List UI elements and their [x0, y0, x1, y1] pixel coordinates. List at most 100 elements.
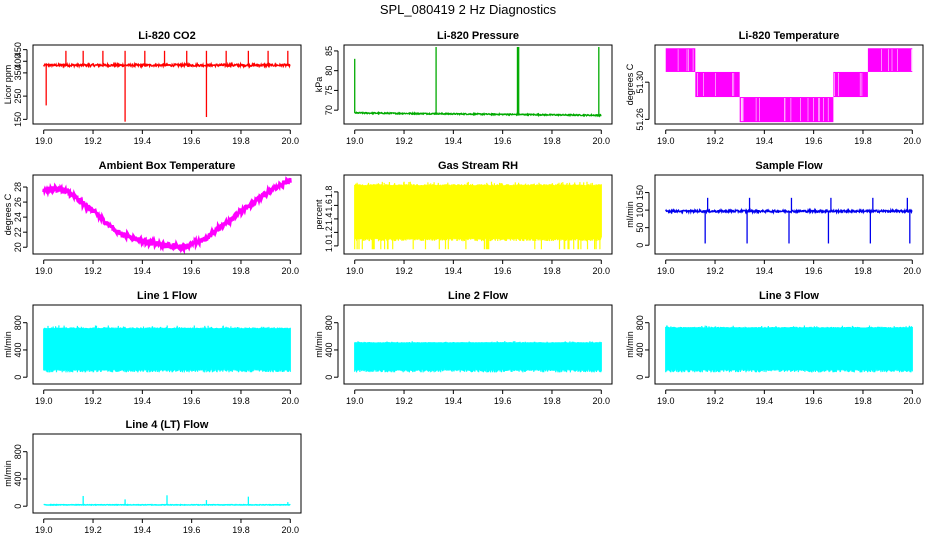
x-tick-label: 19.2 — [84, 136, 102, 146]
plot-frame — [343, 174, 613, 255]
y-axis-label: Licor ppm — [3, 65, 13, 105]
data-series — [354, 341, 602, 373]
data-series — [665, 197, 913, 244]
x-tick-label: 19.6 — [494, 396, 512, 406]
data-series — [43, 495, 291, 507]
y-axis-label: degrees C — [3, 193, 13, 235]
y-tick-label: 1.6 — [324, 199, 334, 212]
panel-title: Line 4 (LT) Flow — [126, 419, 209, 431]
x-tick-label: 19.2 — [395, 266, 413, 276]
x-tick-label: 19.6 — [805, 136, 823, 146]
y-axis-label: kPa — [314, 77, 324, 93]
plot-frame — [32, 44, 302, 125]
panel-title: Gas Stream RH — [438, 160, 518, 172]
panel-7: Line 2 Flow ml/min 19.0 19.2 19.4 19.6 19.8 20.… — [314, 290, 613, 406]
series-line — [354, 111, 602, 118]
y-tick-label: 70 — [324, 105, 334, 115]
data-series — [665, 325, 913, 373]
x-tick-label: 20.0 — [593, 136, 611, 146]
x-tick-label: 19.6 — [494, 266, 512, 276]
panel-title: Line 2 Flow — [448, 290, 508, 302]
temperature-level-1 — [695, 71, 740, 98]
x-tick-label: 19.8 — [232, 266, 250, 276]
x-tick-label: 19.4 — [445, 136, 463, 146]
panel-9: Line 4 (LT) Flow ml/min 19.0 19.2 19.4 19.6 19… — [3, 419, 302, 535]
x-tick-label: 19.8 — [543, 136, 561, 146]
x-tick-label: 19.4 — [134, 136, 152, 146]
temperature-level-0 — [665, 48, 696, 72]
series-line — [43, 61, 291, 70]
x-tick-label: 20.0 — [904, 396, 922, 406]
y-tick-label: 800 — [324, 315, 334, 330]
panel-5: Sample Flow ml/min 19.0 19.2 19.4 19.6 19.8 20.… — [625, 160, 924, 276]
data-series — [43, 325, 291, 373]
panel-title: Line 3 Flow — [759, 290, 819, 302]
y-tick-label: 24 — [13, 212, 23, 222]
y-tick-label: 150 — [13, 112, 23, 127]
y-tick-label: 0 — [635, 243, 645, 248]
series-band-fill — [665, 327, 913, 371]
plot-frame — [654, 174, 924, 255]
x-tick-label: 19.4 — [445, 266, 463, 276]
y-axis-label: ml/min — [625, 331, 635, 358]
y-tick-label: 28 — [13, 182, 23, 192]
data-series — [354, 46, 602, 118]
y-tick-label: 26 — [13, 197, 23, 207]
plot-frame — [654, 44, 924, 125]
x-tick-label: 19.4 — [756, 136, 774, 146]
x-tick-label: 20.0 — [593, 266, 611, 276]
x-tick-label: 20.0 — [282, 396, 300, 406]
x-tick-label: 19.0 — [346, 266, 364, 276]
series-line — [42, 176, 292, 255]
y-tick-label: 1.4 — [324, 213, 334, 226]
y-tick-label: 0 — [635, 375, 645, 380]
panel-1: Li-820 Pressure kPa 19.0 19.2 19.4 19.6 19.8 20… — [314, 30, 613, 146]
x-tick-label: 19.2 — [395, 136, 413, 146]
temperature-toggle-lines — [677, 49, 913, 122]
y-tick-label: 51.30 — [635, 71, 645, 94]
x-tick-label: 19.6 — [494, 136, 512, 146]
data-series — [43, 50, 291, 122]
panel-2: Li-820 Temperature degrees C 19.0 19.2 19.4 1… — [625, 30, 924, 146]
temperature-level-4 — [867, 48, 913, 72]
x-tick-label: 19.2 — [706, 136, 724, 146]
y-tick-label: 400 — [324, 342, 334, 357]
x-tick-label: 19.2 — [84, 396, 102, 406]
plot-frame — [343, 44, 613, 125]
y-tick-label: 80 — [324, 66, 334, 76]
x-tick-label: 19.8 — [854, 396, 872, 406]
panel-title: Sample Flow — [755, 160, 823, 172]
y-tick-label: 350 — [13, 65, 23, 80]
x-tick-label: 20.0 — [593, 396, 611, 406]
y-axis-label: ml/min — [3, 331, 13, 358]
x-tick-label: 19.2 — [706, 396, 724, 406]
y-tick-label: 1.2 — [324, 226, 334, 239]
y-axis-label: percent — [314, 199, 324, 230]
x-tick-label: 19.4 — [134, 266, 152, 276]
x-tick-label: 19.6 — [183, 136, 201, 146]
data-series — [42, 176, 292, 255]
y-axis-label: ml/min — [3, 460, 13, 487]
x-tick-label: 19.6 — [183, 396, 201, 406]
x-tick-label: 19.0 — [657, 396, 675, 406]
y-tick-label: 800 — [13, 444, 23, 459]
temperature-level-2 — [739, 97, 834, 123]
x-tick-label: 19.8 — [232, 525, 250, 535]
x-tick-label: 19.6 — [183, 266, 201, 276]
x-tick-label: 19.4 — [445, 396, 463, 406]
plot-frame — [654, 304, 924, 385]
data-series — [665, 48, 913, 123]
panel-6: Line 1 Flow ml/min 19.0 19.2 19.4 19.6 19.8 20.… — [3, 290, 302, 406]
x-tick-label: 19.0 — [657, 136, 675, 146]
x-tick-label: 19.0 — [35, 136, 53, 146]
plot-frame — [32, 433, 302, 514]
x-tick-label: 19.8 — [854, 266, 872, 276]
x-tick-label: 20.0 — [282, 136, 300, 146]
plot-frame — [32, 174, 302, 255]
panel-title: Li-820 Temperature — [739, 30, 840, 42]
x-tick-label: 19.0 — [346, 136, 364, 146]
x-tick-label: 19.8 — [854, 136, 872, 146]
y-axis-label: ml/min — [314, 331, 324, 358]
plot-frame — [32, 304, 302, 385]
